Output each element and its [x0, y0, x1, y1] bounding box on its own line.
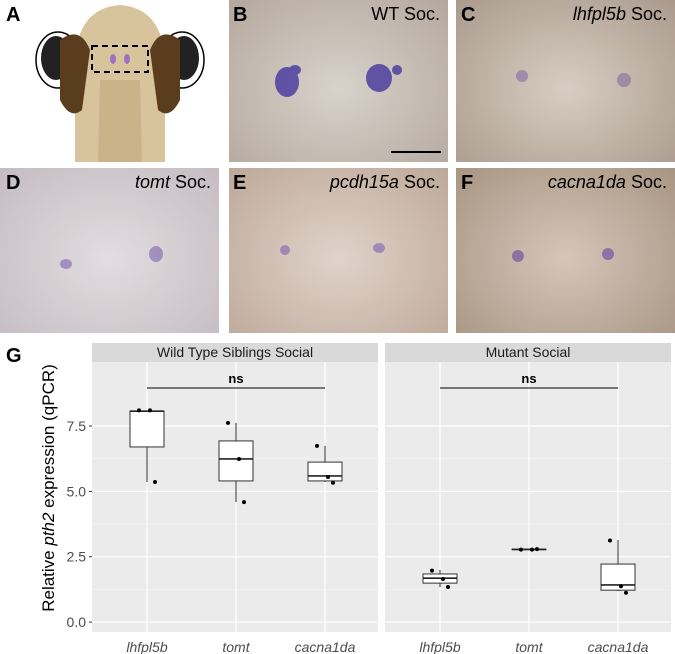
box	[307, 461, 343, 482]
data-point	[535, 547, 539, 552]
x-tick-label: lhfpl5b	[126, 639, 167, 654]
y-tick-label: 5.0	[67, 483, 87, 499]
panel-caption: WT Soc.	[371, 4, 440, 25]
panel-caption: tomt Soc.	[135, 172, 211, 193]
micrograph: tomt Soc.	[0, 168, 219, 333]
label-part: Relative	[39, 546, 58, 612]
box	[129, 410, 165, 448]
data-point	[619, 584, 623, 589]
gene-name: tomt	[134, 172, 170, 192]
significance-label: ns	[521, 371, 536, 386]
data-point	[624, 590, 628, 595]
gene-name: cacna1da	[547, 172, 626, 192]
facet-label: Wild Type Siblings Social	[157, 344, 313, 360]
data-point	[226, 420, 230, 425]
data-point	[237, 456, 241, 461]
panel-background	[385, 362, 671, 632]
label-part: expression (qPCR)	[39, 364, 58, 512]
panel-letter: E	[233, 172, 247, 194]
x-tick-label: lhfpl5b	[419, 639, 460, 654]
micrograph: pcdh15a Soc.	[229, 168, 448, 333]
significance-label: ns	[228, 371, 243, 386]
gene-name: WT	[371, 4, 399, 24]
panel-background	[92, 362, 378, 632]
y-tick-label: 0.0	[67, 614, 87, 630]
data-point	[446, 585, 450, 590]
strip	[385, 343, 671, 362]
data-point	[315, 443, 319, 448]
panel-caption: cacna1da Soc.	[548, 172, 667, 193]
micrograph: cacna1da Soc.	[456, 168, 675, 333]
label-part: pth2	[39, 512, 58, 547]
box	[600, 563, 636, 591]
y-tick-label: 2.5	[67, 549, 87, 565]
data-point	[441, 576, 445, 581]
data-point	[148, 408, 152, 413]
panel-letter: C	[461, 4, 476, 26]
data-point	[137, 408, 141, 413]
caption-suffix: Soc.	[630, 172, 667, 192]
x-tick-label: tomt	[515, 639, 543, 654]
panel-letter: F	[461, 172, 474, 194]
data-point	[153, 479, 157, 484]
caption-suffix: Soc.	[403, 172, 440, 192]
micrograph: WT Soc.	[229, 0, 448, 162]
data-point	[530, 547, 534, 552]
schematic	[35, 5, 205, 162]
caption-suffix: Soc.	[403, 4, 440, 24]
panel-letter: G	[6, 345, 22, 367]
chart: G Relative pth2 expression (qPCR) Wild T…	[6, 343, 671, 654]
panel-letter: B	[233, 4, 248, 26]
panel-caption: lhfpl5b Soc.	[573, 4, 667, 25]
x-tick-label: tomt	[222, 639, 250, 654]
data-point	[519, 547, 523, 552]
box	[218, 440, 254, 482]
facet-label: Mutant Social	[486, 344, 571, 360]
gene-name: lhfpl5b	[572, 4, 626, 24]
gene-name: pcdh15a	[329, 172, 399, 192]
panel-letter: A	[6, 4, 21, 26]
y-tick-label: 7.5	[67, 418, 87, 434]
x-tick-label: cacna1da	[295, 639, 356, 654]
data-point	[242, 500, 246, 505]
data-point	[331, 480, 335, 485]
panel-letter: D	[6, 172, 21, 194]
data-point	[326, 475, 330, 480]
strip	[92, 343, 378, 362]
panel-caption: pcdh15a Soc.	[330, 172, 440, 193]
caption-suffix: Soc.	[174, 172, 211, 192]
micrograph: lhfpl5b Soc.	[456, 0, 675, 162]
caption-suffix: Soc.	[630, 4, 667, 24]
y-axis-label: Relative pth2 expression (qPCR)	[39, 364, 58, 612]
x-tick-label: cacna1da	[588, 639, 649, 654]
data-point	[608, 538, 612, 543]
data-point	[430, 568, 434, 573]
